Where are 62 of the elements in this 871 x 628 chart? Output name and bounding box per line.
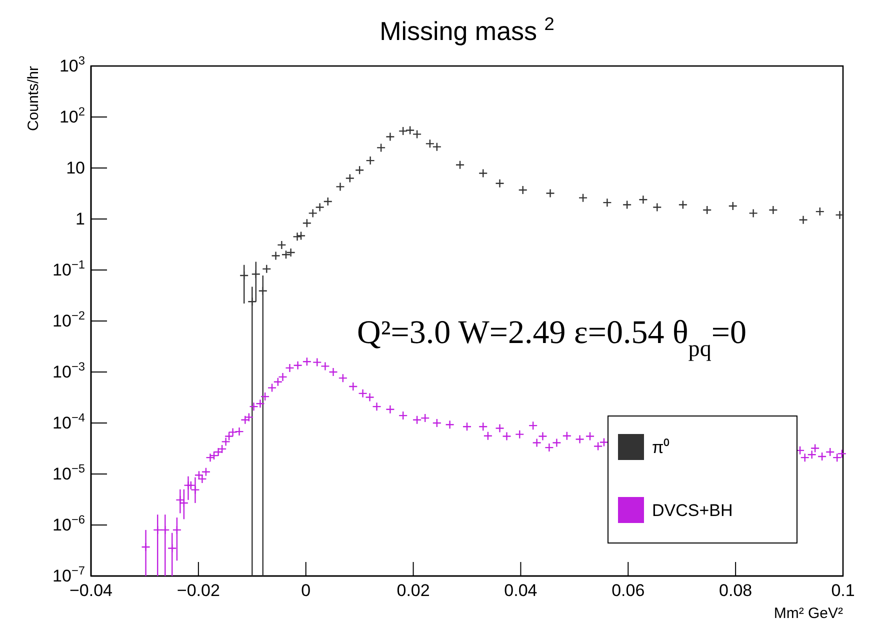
point bbox=[798, 215, 808, 225]
point bbox=[302, 218, 312, 228]
x-tick-label: 0.04 bbox=[504, 581, 538, 600]
point bbox=[602, 198, 612, 208]
point bbox=[622, 200, 632, 210]
point bbox=[354, 165, 364, 175]
y-tick-label: 10 bbox=[66, 158, 85, 178]
point bbox=[398, 126, 408, 136]
y-tick-label: 10$^{2}$ bbox=[59, 104, 86, 126]
point bbox=[835, 210, 844, 220]
annotation: Q²=3.0 W=2.49 ε=0.54 θ$_{pq}$=0 bbox=[357, 315, 746, 361]
point bbox=[546, 188, 555, 198]
point bbox=[345, 174, 355, 183]
point bbox=[251, 270, 261, 279]
point bbox=[815, 206, 825, 216]
point bbox=[702, 205, 712, 215]
x-tick-label: −0.02 bbox=[176, 581, 220, 600]
x-axis-title: Mm² GeV² bbox=[774, 605, 843, 622]
point bbox=[578, 193, 588, 202]
point bbox=[286, 248, 296, 258]
y-tick-label: 10$^{3}$ bbox=[59, 53, 86, 76]
chart-title: Missing mass $^{2}$ bbox=[380, 14, 554, 46]
point bbox=[652, 202, 662, 212]
point bbox=[258, 286, 268, 296]
x-tick-label: 0 bbox=[301, 581, 311, 600]
point bbox=[248, 297, 257, 306]
x-tick-label: 0.06 bbox=[612, 581, 645, 600]
point bbox=[455, 160, 465, 170]
legend-label: π⁰ bbox=[652, 438, 670, 457]
point bbox=[336, 182, 345, 192]
y-tick-label: 10$^{−2}$ bbox=[52, 308, 86, 330]
point bbox=[678, 200, 688, 210]
legend-label: DVCS+BH bbox=[652, 501, 733, 520]
point bbox=[768, 205, 778, 215]
point bbox=[518, 185, 528, 195]
point bbox=[495, 178, 504, 188]
x-tick-label: 0.08 bbox=[719, 581, 752, 600]
point bbox=[366, 156, 375, 166]
point bbox=[323, 196, 332, 206]
point bbox=[315, 202, 324, 212]
point bbox=[478, 168, 488, 178]
point bbox=[262, 264, 272, 274]
y-tick-label: 10$^{−4}$ bbox=[52, 410, 86, 432]
y-tick-label: 10$^{−6}$ bbox=[52, 512, 86, 534]
point bbox=[271, 251, 280, 260]
point bbox=[296, 231, 306, 240]
x-tick-label: 0.02 bbox=[396, 581, 430, 600]
point bbox=[277, 240, 286, 250]
point bbox=[386, 132, 395, 142]
point bbox=[239, 270, 249, 280]
y-tick-label: 10$^{−1}$ bbox=[52, 257, 86, 280]
point bbox=[748, 208, 758, 218]
x-tick-label: 0.1 bbox=[831, 581, 855, 600]
y-tick-label: 1 bbox=[76, 209, 85, 228]
point bbox=[308, 208, 318, 218]
point bbox=[728, 201, 738, 211]
point bbox=[281, 250, 291, 260]
y-axis-title: Counts/hr bbox=[25, 66, 42, 132]
y-tick-label: 10$^{−5}$ bbox=[52, 461, 86, 484]
point bbox=[638, 195, 648, 204]
y-tick-label: 10$^{−3}$ bbox=[52, 359, 86, 382]
point bbox=[376, 143, 386, 152]
